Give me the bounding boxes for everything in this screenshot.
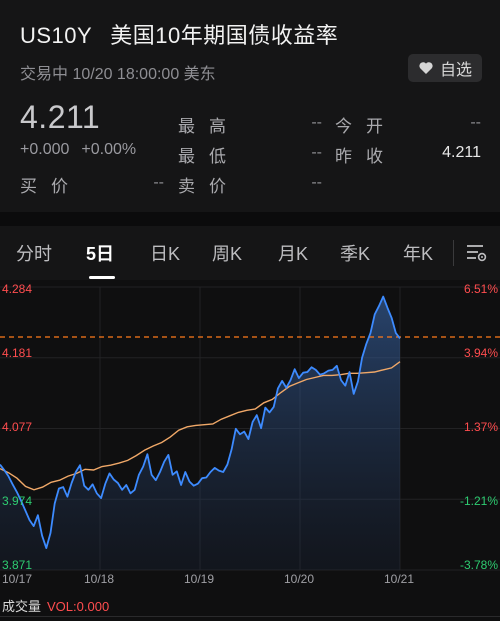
tab-weekly-k[interactable]: 周K bbox=[212, 244, 243, 264]
tab-quarterly-k[interactable]: 季K bbox=[340, 244, 371, 264]
tab-yearly-k[interactable]: 年K bbox=[403, 244, 434, 264]
price-chart[interactable] bbox=[0, 280, 500, 580]
x-tick: 10/20 bbox=[284, 572, 315, 586]
tab-5day[interactable]: 5日 bbox=[86, 244, 115, 264]
price-area-fill bbox=[0, 296, 400, 570]
low-value: -- bbox=[311, 144, 322, 161]
page-title: US10Y 美国10年期国债收益率 bbox=[20, 18, 338, 50]
price-line bbox=[0, 295, 401, 549]
tab-daily-k[interactable]: 日K bbox=[150, 244, 181, 264]
chart-settings-icon[interactable] bbox=[465, 242, 487, 264]
y-tick-left: 3.871 bbox=[2, 558, 33, 572]
change-percent: +0.00% bbox=[81, 141, 137, 158]
add-watchlist-button[interactable]: 自选 bbox=[408, 54, 482, 82]
instrument-name: 美国10年期国债收益率 bbox=[110, 23, 339, 48]
x-tick: 10/17 bbox=[2, 572, 33, 586]
volume-axis-line bbox=[0, 616, 500, 617]
price-change: +0.000 +0.00% bbox=[20, 141, 136, 159]
active-tab-indicator bbox=[89, 276, 115, 279]
high-label: 最高 bbox=[178, 117, 240, 136]
y-tick-right: 1.37% bbox=[463, 420, 498, 434]
tab-divider bbox=[453, 240, 454, 266]
bid-value: -- bbox=[153, 174, 164, 191]
tab-intraday[interactable]: 分时 bbox=[16, 244, 52, 264]
open-value: -- bbox=[470, 114, 481, 131]
y-tick-left: 4.181 bbox=[2, 346, 33, 360]
quote-header: US10Y 美国10年期国债收益率 交易中 10/20 18:00:00 美东 自… bbox=[0, 0, 500, 212]
y-tick-right: 6.51% bbox=[463, 282, 498, 296]
period-tabs: 分时 5日 日K 周K 月K 季K 年K bbox=[0, 226, 500, 280]
tab-monthly-k[interactable]: 月K bbox=[278, 244, 309, 264]
change-value: +0.000 bbox=[20, 141, 70, 158]
heart-icon bbox=[419, 62, 433, 74]
x-tick: 10/21 bbox=[384, 572, 415, 586]
last-price: 4.211 bbox=[20, 99, 101, 135]
trading-status: 交易中 10/20 18:00:00 美东 bbox=[20, 66, 216, 83]
y-tick-right: -1.21% bbox=[459, 494, 498, 508]
section-divider bbox=[0, 212, 500, 226]
watch-label: 自选 bbox=[439, 62, 472, 79]
volume-readout: 成交量 VOL:0.000 bbox=[2, 596, 109, 615]
y-tick-left: 4.077 bbox=[2, 420, 33, 434]
y-tick-right: 3.94% bbox=[463, 346, 498, 360]
prev-close-value: 4.211 bbox=[442, 144, 481, 161]
high-value: -- bbox=[311, 114, 322, 131]
average-price-line bbox=[0, 361, 401, 491]
bid-label: 买价 bbox=[20, 177, 82, 196]
symbol-code: US10Y bbox=[20, 23, 93, 48]
x-tick: 10/18 bbox=[84, 572, 115, 586]
ask-value: -- bbox=[311, 174, 322, 191]
ask-label: 卖价 bbox=[178, 177, 240, 196]
y-tick-left: 3.974 bbox=[2, 494, 33, 508]
volume-label: 成交量 bbox=[2, 599, 42, 614]
x-tick: 10/19 bbox=[184, 572, 215, 586]
y-tick-right: -3.78% bbox=[459, 558, 498, 572]
chart-panel[interactable]: 4.284 4.181 4.077 3.974 3.871 6.51% 3.94… bbox=[0, 280, 500, 621]
volume-value: VOL:0.000 bbox=[47, 599, 110, 614]
prev-close-label: 昨收 bbox=[335, 147, 397, 166]
low-label: 最低 bbox=[178, 147, 240, 166]
open-label: 今开 bbox=[335, 117, 397, 136]
y-tick-left: 4.284 bbox=[2, 282, 33, 296]
